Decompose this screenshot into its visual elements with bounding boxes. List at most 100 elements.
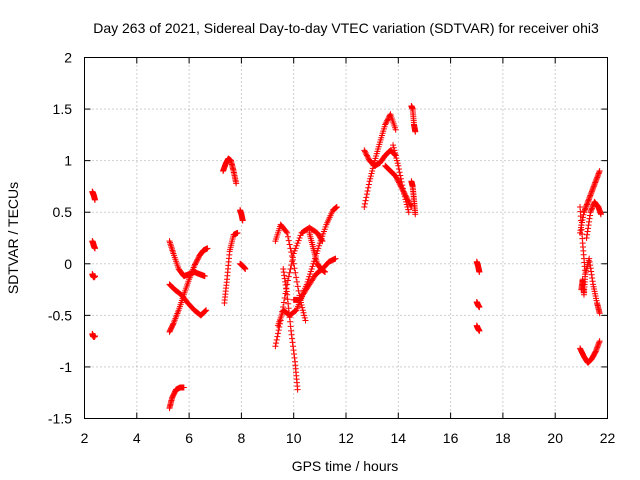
data-point xyxy=(361,147,368,154)
data-point xyxy=(293,278,300,285)
data-point xyxy=(384,117,391,124)
data-point xyxy=(365,181,372,188)
y-tick-label: 0.5 xyxy=(53,204,73,220)
data-point xyxy=(291,265,298,272)
data-point xyxy=(233,180,240,187)
data-point xyxy=(281,294,288,301)
series-arc-17.0-c xyxy=(473,322,483,334)
data-point xyxy=(275,327,282,334)
y-axis-label: SDTVAR / TECUs xyxy=(5,182,21,294)
data-point xyxy=(401,191,408,198)
data-point xyxy=(393,157,400,164)
y-tick-label: 2 xyxy=(64,50,72,66)
series-arc-10.8-fall xyxy=(306,229,329,276)
series-arc-21.0-neg xyxy=(578,271,589,298)
y-tick-label: 1.5 xyxy=(53,101,73,117)
data-point xyxy=(363,151,370,158)
data-point xyxy=(367,175,374,182)
data-point xyxy=(193,257,200,264)
x-tick-labels: 2 4 6 8 10 12 14 16 18 20 22 xyxy=(81,430,616,446)
data-point xyxy=(382,120,389,127)
data-point xyxy=(399,182,406,189)
data-point xyxy=(392,173,399,180)
series-arc-2.3-c xyxy=(89,271,98,281)
data-point xyxy=(392,152,399,159)
data-point xyxy=(291,247,298,254)
y-tick-label: 1 xyxy=(64,153,72,169)
data-point xyxy=(398,184,405,191)
series-arc-5.2-down xyxy=(166,238,208,280)
data-point xyxy=(363,194,370,201)
data-point xyxy=(297,232,304,239)
data-point xyxy=(91,196,98,203)
y-tick-label: -1.5 xyxy=(48,411,72,427)
data-point xyxy=(301,312,308,319)
data-point xyxy=(314,247,321,254)
chart-title: Day 263 of 2021, Sidereal Day-to-day VTE… xyxy=(93,20,599,36)
data-point xyxy=(299,307,306,314)
data-point xyxy=(305,276,312,283)
data-point xyxy=(299,304,306,311)
data-point xyxy=(397,175,404,182)
data-point xyxy=(390,144,397,151)
series-arc-9.3-dn xyxy=(272,221,309,324)
data-point xyxy=(295,287,302,294)
y-tick-label: 0 xyxy=(64,256,72,272)
data-point xyxy=(399,185,406,192)
data-point xyxy=(285,237,292,244)
data-point xyxy=(91,332,98,339)
data-point xyxy=(287,245,294,252)
data-point xyxy=(395,178,402,185)
data-point xyxy=(365,155,372,162)
data-point xyxy=(292,245,299,252)
data-point xyxy=(361,200,368,207)
series-arc-2.3-a xyxy=(89,188,98,203)
data-point xyxy=(180,384,187,391)
data-point xyxy=(285,273,292,280)
data-point xyxy=(397,172,404,179)
data-point xyxy=(280,299,287,306)
series-arc-17.0-b xyxy=(473,298,483,311)
data-point xyxy=(191,262,198,269)
data-point xyxy=(382,121,389,128)
data-point xyxy=(284,277,291,284)
data-point xyxy=(393,174,400,181)
data-point xyxy=(322,269,329,276)
data-point xyxy=(273,336,280,343)
data-point xyxy=(303,281,310,288)
data-point xyxy=(91,245,98,252)
data-point xyxy=(398,178,405,185)
series-arc-7.3-low xyxy=(221,229,241,306)
data-point xyxy=(276,323,283,330)
data-point xyxy=(364,187,371,194)
data-point xyxy=(363,152,370,159)
x-tick-label: 20 xyxy=(547,430,563,446)
data-point xyxy=(405,209,412,216)
data-point xyxy=(476,269,483,276)
data-point xyxy=(275,330,282,337)
y-tick-label: -0.5 xyxy=(48,307,72,323)
data-point xyxy=(294,240,301,247)
data-point xyxy=(392,149,399,156)
data-point xyxy=(287,265,294,272)
series-arc-2.3-b xyxy=(89,238,98,252)
data-point xyxy=(192,260,199,267)
data-point xyxy=(302,317,309,324)
data-point xyxy=(412,211,419,218)
data-point xyxy=(362,197,369,204)
data-point xyxy=(363,191,370,198)
data-point xyxy=(403,198,410,205)
data-point xyxy=(273,340,280,347)
data-point xyxy=(316,242,323,249)
data-point xyxy=(272,343,279,350)
data-point xyxy=(476,304,483,311)
data-point xyxy=(364,153,371,160)
data-point xyxy=(191,261,198,268)
data-point xyxy=(596,310,603,317)
data-point xyxy=(405,206,412,213)
data-point xyxy=(309,263,316,270)
data-point xyxy=(395,166,402,173)
data-point xyxy=(201,308,208,315)
data-point xyxy=(195,255,202,262)
